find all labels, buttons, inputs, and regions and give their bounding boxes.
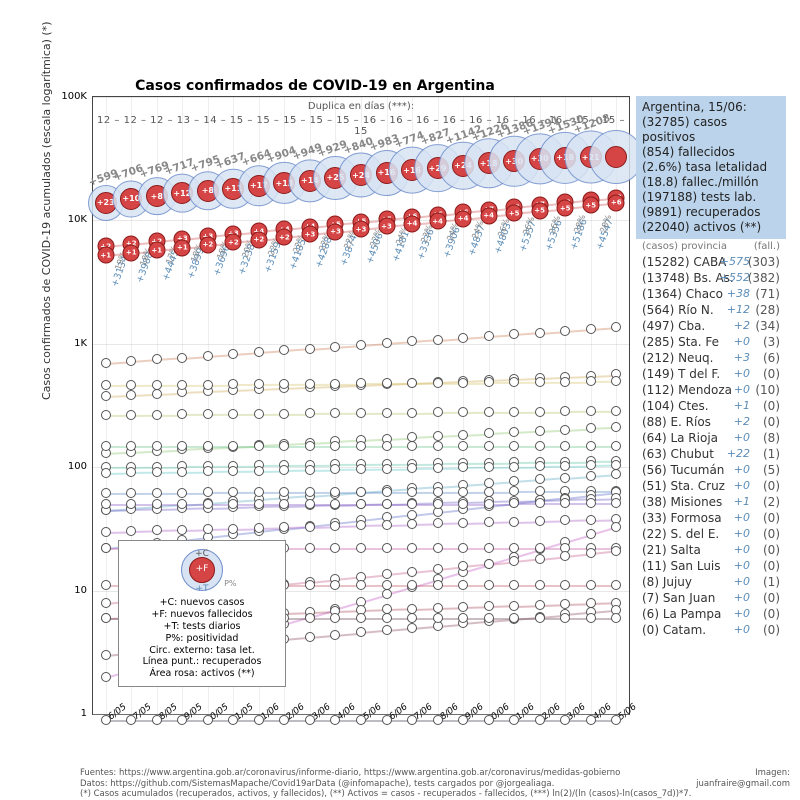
province-row: (21) Salta+0(0) bbox=[636, 542, 786, 558]
legend-glyph: +F +C +T P% bbox=[123, 547, 281, 593]
province-row: (6) La Pampa+0(0) bbox=[636, 606, 786, 622]
province-row: (64) La Rioja+0(8) bbox=[636, 430, 786, 446]
province-row: (88) E. Ríos+2(0) bbox=[636, 414, 786, 430]
province-row: (285) Sta. Fe+0(3) bbox=[636, 334, 786, 350]
province-row: (1364) Chaco+38(71) bbox=[636, 286, 786, 302]
province-row: (212) Neuq.+3(6) bbox=[636, 350, 786, 366]
province-row: (56) Tucumán+0(5) bbox=[636, 462, 786, 478]
province-row: (15282) CABA+575(303) bbox=[636, 254, 786, 270]
province-row: (51) Sta. Cruz+0(0) bbox=[636, 478, 786, 494]
province-row: (497) Cba.+2(34) bbox=[636, 318, 786, 334]
panel-col-hdr: (casos) provincia (fall.) bbox=[636, 239, 786, 254]
province-row: (8) Jujuy+0(1) bbox=[636, 574, 786, 590]
province-row: (63) Chubut+22(1) bbox=[636, 446, 786, 462]
province-row: (104) Ctes.+1(0) bbox=[636, 398, 786, 414]
panel-header: Argentina, 15/06:(32785) casos positivos… bbox=[636, 96, 786, 239]
province-row: (7) San Juan+0(0) bbox=[636, 590, 786, 606]
y-tick: 1 bbox=[47, 708, 87, 719]
y-tick: 100K bbox=[47, 91, 87, 102]
legend: +F +C +T P% +C: nuevos casos+F: nuevos f… bbox=[118, 540, 286, 687]
y-tick: 1K bbox=[47, 338, 87, 349]
footer: Fuentes: https://www.argentina.gob.ar/co… bbox=[80, 768, 740, 800]
province-row: (564) Río N.+12(28) bbox=[636, 302, 786, 318]
province-row: (0) Catam.+0(0) bbox=[636, 622, 786, 638]
chart-title: Casos confirmados de COVID-19 en Argenti… bbox=[0, 78, 630, 94]
province-row: (11) San Luis+0(0) bbox=[636, 558, 786, 574]
province-row: (149) T del F.+0(0) bbox=[636, 366, 786, 382]
province-row: (112) Mendoza+0(10) bbox=[636, 382, 786, 398]
province-row: (38) Misiones+1(2) bbox=[636, 494, 786, 510]
province-row: (33) Formosa+0(0) bbox=[636, 510, 786, 526]
y-tick: 10 bbox=[47, 585, 87, 596]
province-row: (22) S. del E.+0(0) bbox=[636, 526, 786, 542]
y-tick: 100 bbox=[47, 461, 87, 472]
province-row: (13748) Bs. As.+552(382) bbox=[636, 270, 786, 286]
y-tick: 10K bbox=[47, 214, 87, 225]
stats-panel: Argentina, 15/06:(32785) casos positivos… bbox=[636, 96, 786, 638]
